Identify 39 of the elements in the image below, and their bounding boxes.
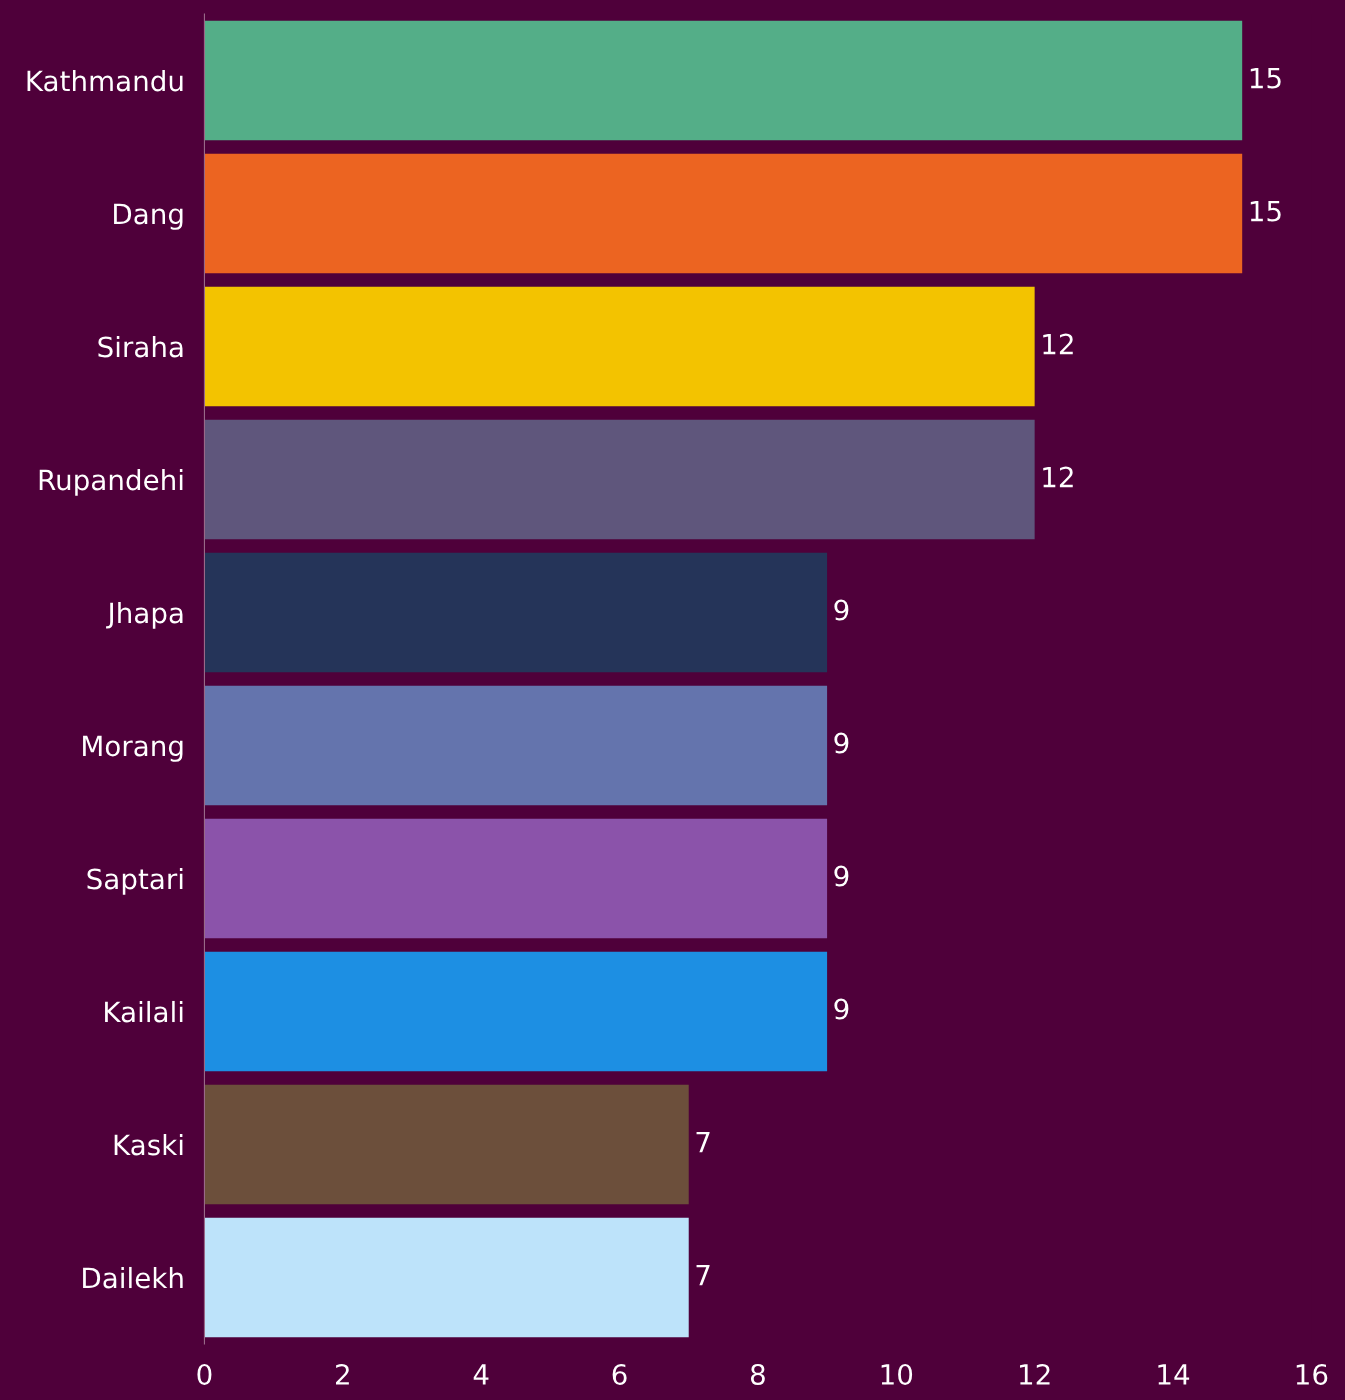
y-tick-label: Rupandehi (39, 468, 183, 496)
x-tick-label: 14 (1158, 1364, 1190, 1385)
data-label: 9 (834, 599, 849, 621)
y-tick-label: Morang (83, 735, 183, 762)
data-label: 12 (1043, 333, 1073, 355)
x-tick-label: 4 (473, 1364, 489, 1385)
bar (204, 153, 1243, 274)
bar (204, 286, 1035, 407)
bar (204, 20, 1243, 141)
bar (204, 951, 828, 1072)
bar (204, 1084, 689, 1205)
bar (204, 1217, 689, 1338)
y-tick-label: Saptari (87, 867, 183, 895)
x-tick-label: 0 (197, 1363, 212, 1385)
x-tick-label: 2 (336, 1363, 349, 1385)
data-label: 9 (834, 732, 849, 754)
data-label: 7 (696, 1264, 710, 1286)
data-label: 15 (1250, 200, 1281, 222)
x-tick-label: 12 (1020, 1363, 1050, 1385)
x-tick-label: 10 (881, 1363, 913, 1385)
bar (204, 685, 828, 806)
bar (204, 552, 828, 673)
x-tick-label: 8 (750, 1363, 765, 1385)
data-label: 9 (834, 865, 849, 887)
y-tick-label: Kailali (105, 1000, 183, 1023)
y-tick-label: Jhapa (106, 601, 183, 629)
y-tick-label: Kathmandu (27, 69, 183, 92)
data-label: 9 (834, 998, 849, 1020)
y-tick-label: Kaski (114, 1133, 183, 1156)
data-label: 12 (1043, 466, 1073, 488)
data-label: 7 (696, 1131, 710, 1153)
x-tick-label: 16 (1296, 1363, 1328, 1385)
bar (204, 818, 828, 939)
x-tick-label: 6 (612, 1363, 627, 1385)
data-label: 15 (1250, 67, 1281, 89)
y-tick-label: Dailekh (83, 1266, 183, 1289)
y-tick-label: Dang (114, 203, 183, 230)
y-tick-label: Siraha (98, 335, 183, 358)
bar (204, 419, 1035, 540)
